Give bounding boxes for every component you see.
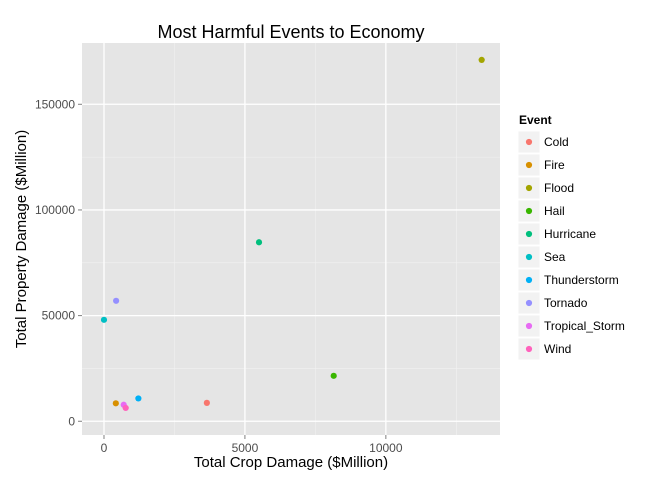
data-point-hurricane (255, 239, 263, 246)
y-tick-label: 50000 (42, 309, 76, 323)
legend-marker (525, 230, 533, 238)
legend: Event Cold Fire Flood Hail Hurricane Sea Thund… (517, 113, 625, 361)
x-axis-title: Total Crop Damage ($Million) (194, 454, 388, 471)
y-tick-label: 150000 (35, 97, 75, 111)
legend-marker (525, 253, 533, 261)
legend-label: Sea (544, 250, 566, 264)
y-axis-title: Total Property Damage ($Million) (13, 130, 30, 348)
x-tick-label: 5000 (232, 441, 259, 455)
legend-label: Hurricane (544, 227, 596, 241)
data-point-cold (203, 399, 210, 406)
data-point-hail (330, 372, 337, 379)
legend-marker (525, 138, 533, 146)
legend-marker (525, 276, 533, 284)
x-tick-label: 0 (101, 441, 108, 455)
x-tick-label: 10000 (369, 441, 403, 455)
data-point-fire (112, 400, 119, 407)
data-points (100, 56, 485, 412)
legend-marker (525, 184, 533, 192)
legend-title: Event (519, 113, 552, 127)
legend-marker (525, 322, 533, 330)
chart-title: Most Harmful Events to Economy (157, 22, 424, 42)
y-tick-label: 0 (68, 414, 75, 428)
legend-label: Flood (544, 181, 574, 195)
legend-label: Tropical_Storm (544, 319, 625, 333)
data-point-tornado (113, 297, 120, 304)
legend-marker (525, 345, 533, 353)
plot-panel (82, 43, 500, 435)
data-point-sea (100, 316, 108, 323)
legend-label: Fire (544, 158, 565, 172)
legend-label: Tornado (544, 296, 588, 310)
y-axis: 0 50000 100000 150000 (35, 97, 82, 428)
legend-marker (525, 161, 533, 169)
legend-label: Cold (544, 135, 569, 149)
legend-items: Cold Fire Flood Hail Hurricane Sea Thunderstor… (517, 130, 625, 361)
legend-marker (525, 299, 533, 307)
legend-label: Hail (544, 204, 565, 218)
legend-marker (525, 207, 533, 215)
legend-label: Wind (544, 342, 571, 356)
grid-lines (82, 43, 500, 435)
data-point-flood (478, 56, 485, 64)
y-tick-label: 100000 (35, 203, 75, 217)
legend-label: Thunderstorm (544, 273, 619, 287)
x-axis: 0 5000 10000 (101, 435, 403, 455)
data-point-thunderstorm (135, 395, 142, 402)
data-point-wind (122, 404, 129, 412)
